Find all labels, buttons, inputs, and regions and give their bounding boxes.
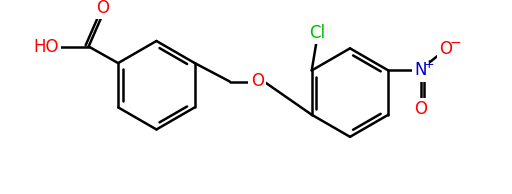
Text: O: O (96, 0, 109, 17)
Text: O: O (251, 72, 264, 90)
Text: −: − (450, 36, 461, 50)
Text: Cl: Cl (309, 24, 325, 42)
Text: +: + (423, 57, 434, 70)
Text: HO: HO (33, 37, 59, 55)
Text: O: O (414, 100, 427, 118)
Text: N: N (414, 61, 427, 80)
Text: O: O (439, 40, 452, 58)
